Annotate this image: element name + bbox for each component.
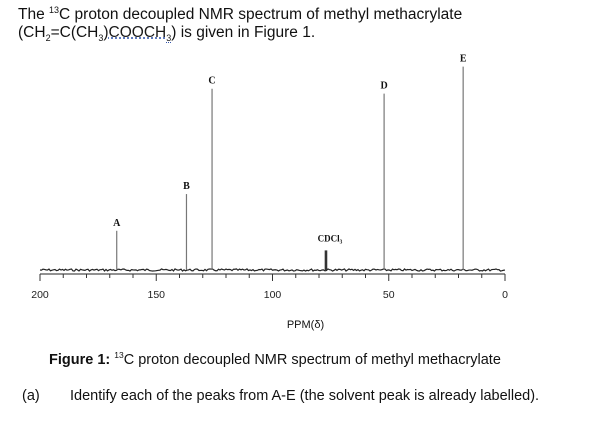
peak-label-c: C (208, 76, 215, 87)
formula-subscript[interactable]: 3 (166, 33, 172, 44)
formula-subscript: 3 (98, 33, 104, 44)
intro-text-part: The (18, 6, 50, 23)
formula-link[interactable]: )COOCH (103, 24, 167, 41)
isotope-superscript: 13 (114, 350, 124, 360)
formula-subscript: 2 (45, 33, 51, 44)
intro-text-part: (CH (18, 24, 46, 41)
tick-label: 50 (383, 289, 395, 301)
tick-label: 0 (502, 289, 508, 301)
peak-label-a: A (113, 218, 121, 229)
tick-label: 200 (31, 289, 49, 301)
intro-text: The 13C proton decoupled NMR spectrum of… (18, 4, 463, 44)
spectrum-baseline (39, 268, 506, 272)
intro-line-1: The 13C proton decoupled NMR spectrum of… (18, 4, 463, 24)
peak-label-b: B (183, 181, 190, 192)
figure-caption-text: C proton decoupled NMR spectrum of methy… (123, 351, 501, 368)
isotope-superscript: 13 (49, 4, 60, 15)
intro-text-part: ) is given in Figure 1. (171, 24, 316, 41)
intro-line-2: (CH2=C(CH3)COOCH3) is given in Figure 1. (18, 24, 462, 44)
intro-text-part: C proton decoupled NMR spectrum of methy… (59, 6, 463, 23)
figure-caption-label: Figure 1: (49, 351, 111, 368)
peak-label-e: E (460, 54, 467, 65)
tick-label: 100 (264, 289, 282, 301)
intro-text-part: =C(CH (50, 24, 99, 41)
baseline-trace (39, 268, 506, 272)
figure-caption: Figure 1: 13C proton decoupled NMR spect… (49, 350, 501, 368)
question-marker: (a) (22, 388, 40, 404)
ppm-axis: 200 150 100 50 0 (31, 273, 508, 301)
solvent-peak-label: CDCl₃ (318, 233, 343, 243)
question-text: Identify each of the peaks from A-E (the… (70, 388, 540, 404)
peak-label-d: D (380, 81, 387, 92)
tick-label: 150 (147, 289, 165, 301)
spectrum-peaks: A B C D E CDCl₃ (113, 54, 467, 270)
x-axis-label: PPM(δ) (286, 319, 325, 331)
question-a: (a) Identify each of the peaks from A-E (… (22, 388, 539, 404)
